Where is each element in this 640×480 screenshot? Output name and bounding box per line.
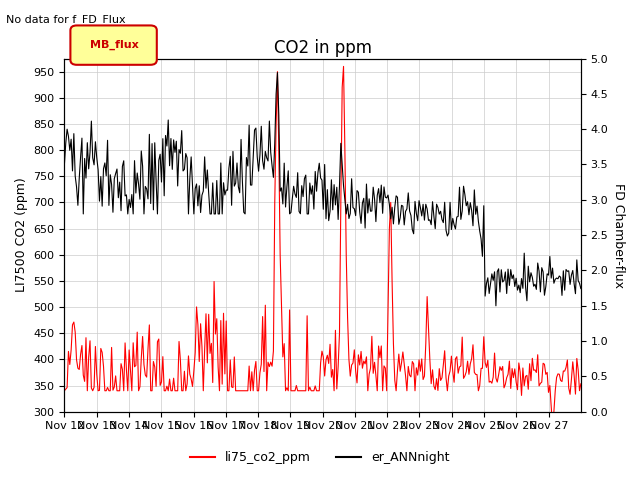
Y-axis label: LI7500 CO2 (ppm): LI7500 CO2 (ppm) (15, 178, 28, 292)
Y-axis label: FD Chamber-flux: FD Chamber-flux (612, 182, 625, 288)
Text: No data for f_FD_Flux: No data for f_FD_Flux (6, 14, 126, 25)
Title: CO2 in ppm: CO2 in ppm (274, 39, 372, 57)
Legend: li75_co2_ppm, er_ANNnight: li75_co2_ppm, er_ANNnight (186, 446, 454, 469)
Text: MB_flux: MB_flux (90, 40, 138, 50)
